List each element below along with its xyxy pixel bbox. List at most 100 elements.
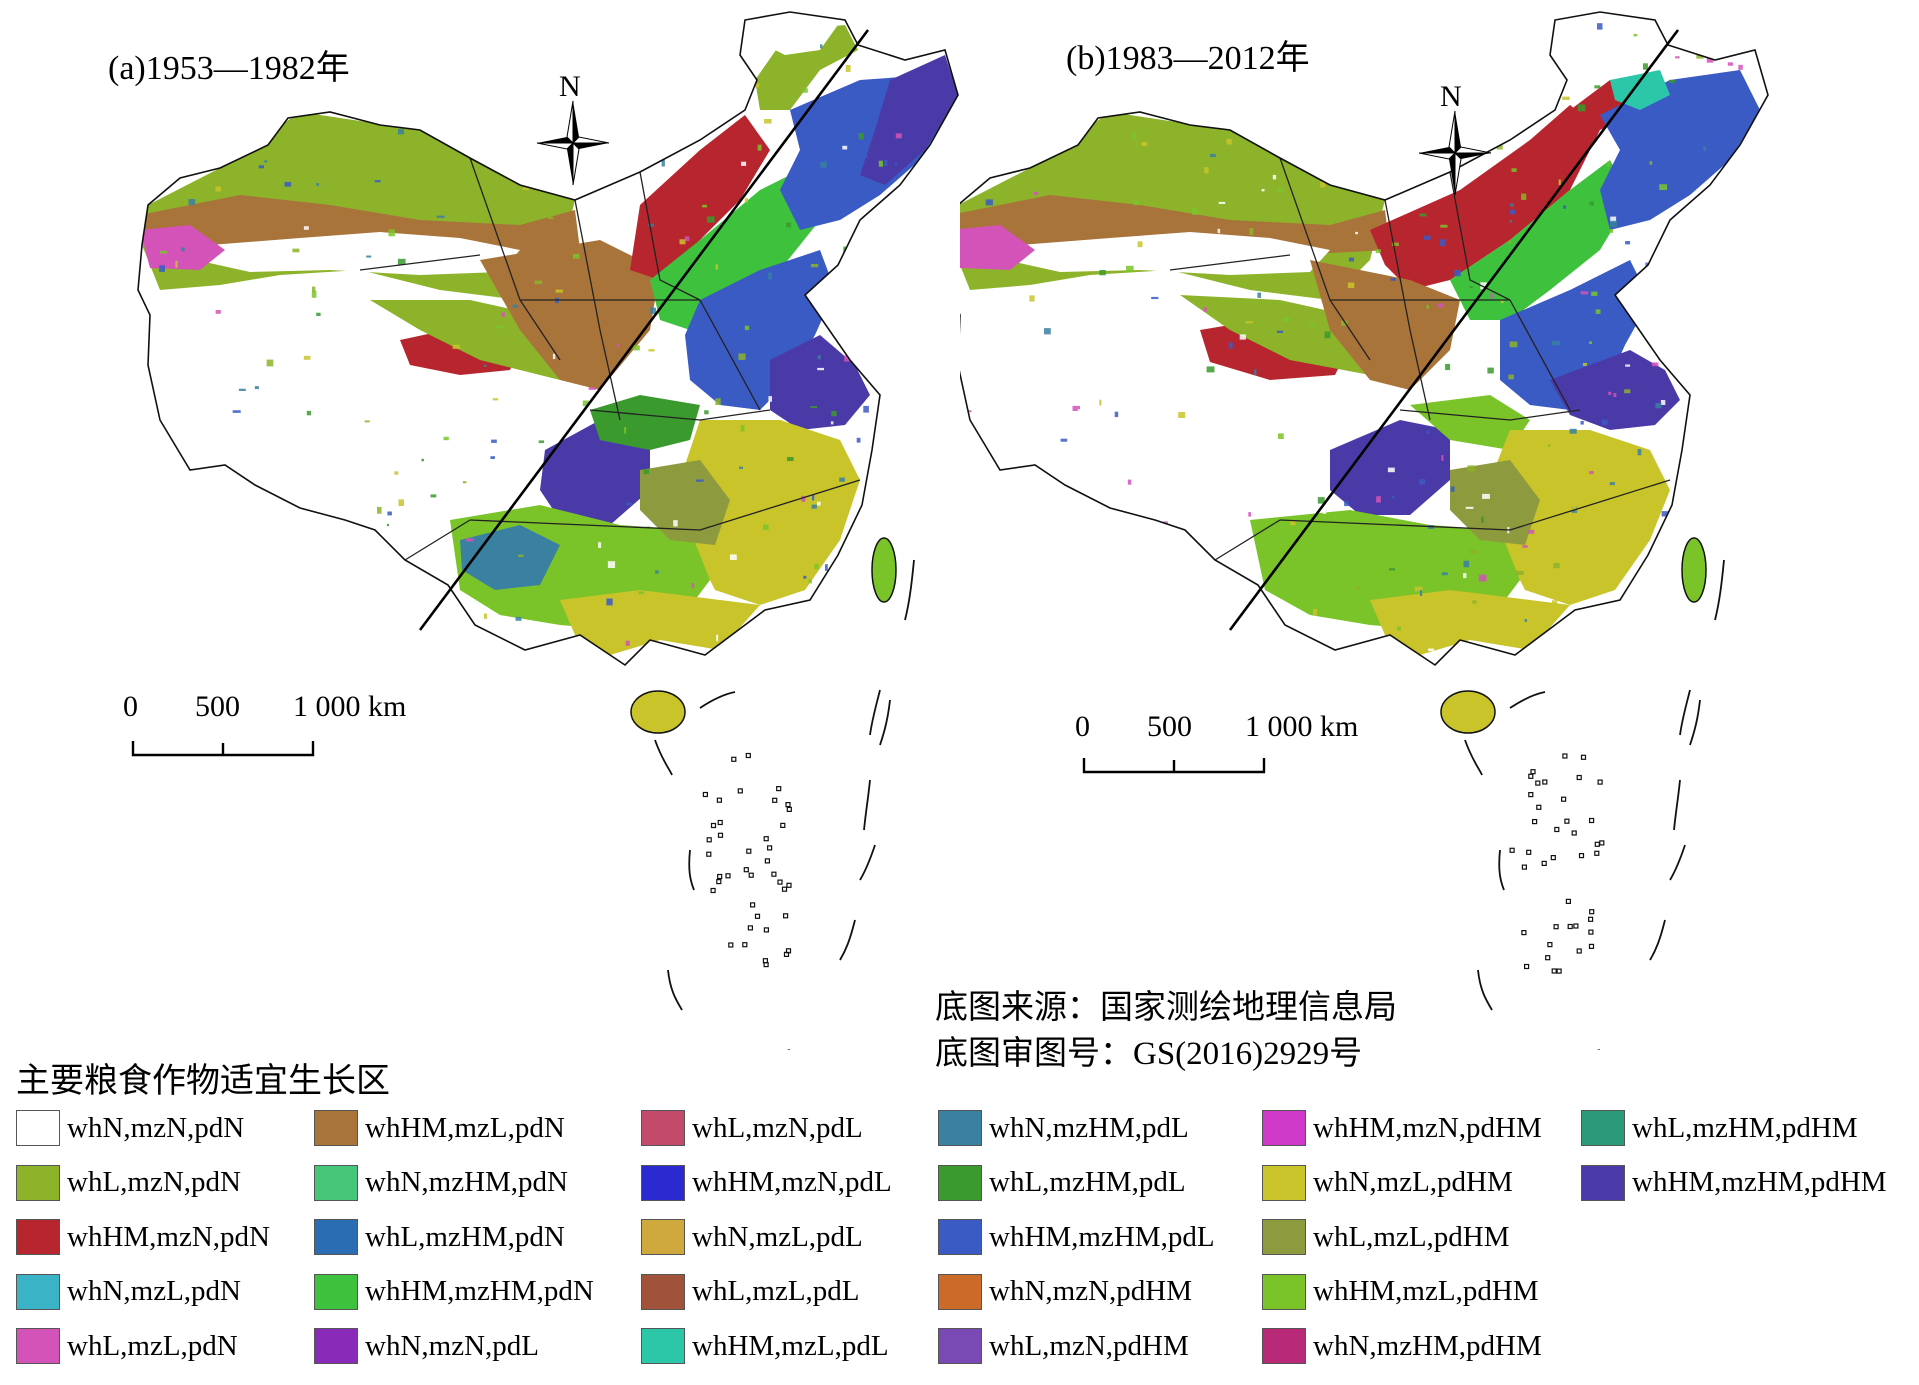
south-sea-island (1573, 923, 1579, 929)
texture-speck (1309, 323, 1315, 327)
texture-speck (1511, 168, 1517, 172)
texture-speck (181, 247, 185, 252)
texture-speck (1192, 208, 1198, 215)
scale-bar-labels: 0 500 1 000 km (123, 690, 463, 730)
south-sea-island (1541, 860, 1547, 867)
texture-speck (1099, 399, 1102, 406)
scale-tick-1000: 1 000 km (1245, 710, 1359, 743)
south-sea-island (1571, 830, 1577, 836)
zone-boundary (1279, 479, 1671, 531)
legend-swatch (314, 1110, 358, 1146)
texture-speck (643, 469, 650, 474)
texture-speck (377, 506, 382, 514)
south-sea-island (1551, 968, 1557, 974)
legend-label: whHM,mzL,pdN (365, 1111, 565, 1144)
texture-speck (863, 154, 868, 158)
texture-speck (1245, 321, 1254, 324)
texture-speck (700, 639, 706, 646)
texture-speck (1589, 201, 1594, 206)
texture-speck (1510, 203, 1514, 207)
texture-speck (625, 640, 630, 646)
texture-speck (607, 561, 616, 568)
texture-speck (1727, 463, 1736, 467)
texture-speck (739, 81, 746, 84)
texture-speck (679, 239, 686, 245)
taiwan-island (871, 537, 897, 603)
texture-speck (1390, 277, 1396, 281)
texture-speck (311, 290, 317, 298)
south-sea-dash (1679, 689, 1691, 736)
legend-label: whN,mzHM,pdN (365, 1166, 568, 1198)
texture-speck (437, 81, 442, 88)
texture-speck (316, 312, 321, 316)
south-sea-dash (1714, 559, 1725, 621)
zone-boundary (404, 519, 471, 561)
texture-speck (401, 178, 409, 182)
texture-speck (1441, 572, 1448, 576)
texture-speck (215, 186, 221, 192)
texture-speck (1594, 85, 1601, 89)
texture-speck (1424, 235, 1431, 240)
south-sea-island (716, 878, 722, 885)
suitability-region (1410, 395, 1530, 450)
texture-speck (831, 410, 837, 417)
texture-speck (1563, 205, 1567, 209)
south-sea-island (777, 879, 783, 885)
texture-speck (984, 479, 990, 482)
texture-speck (799, 162, 803, 168)
texture-speck (1724, 519, 1732, 523)
texture-speck (1391, 242, 1399, 246)
texture-speck (346, 604, 354, 610)
texture-speck (1131, 133, 1136, 139)
texture-speck (1357, 42, 1366, 48)
texture-speck (839, 477, 845, 482)
texture-speck (443, 436, 449, 441)
texture-speck (421, 458, 424, 462)
texture-speck (1041, 633, 1048, 638)
texture-speck (1029, 295, 1035, 302)
texture-speck (388, 229, 395, 237)
texture-speck (1696, 54, 1704, 59)
texture-speck (1580, 291, 1589, 295)
texture-speck (1248, 512, 1251, 517)
texture-speck (1024, 162, 1028, 167)
texture-speck (515, 616, 522, 621)
texture-speck (1439, 239, 1446, 246)
texture-speck (364, 420, 370, 423)
texture-speck (1637, 449, 1642, 456)
texture-speck (1625, 364, 1631, 367)
texture-speck (1137, 241, 1143, 248)
legend-item: whHM,mzL,pdN (314, 1108, 565, 1148)
texture-speck (860, 599, 863, 605)
texture-speck (159, 250, 168, 254)
texture-speck (614, 535, 620, 541)
texture-speck (1206, 366, 1215, 373)
texture-speck (1060, 564, 1068, 567)
texture-speck (1058, 97, 1063, 102)
texture-speck (1496, 143, 1503, 150)
texture-speck (967, 504, 971, 508)
texture-speck (683, 20, 692, 27)
texture-speck (492, 398, 499, 401)
south-sea-dash (654, 739, 673, 776)
texture-speck (176, 608, 184, 616)
legend-item: whN,mzL,pdL (641, 1217, 863, 1257)
texture-speck (817, 501, 821, 506)
texture-speck (895, 133, 902, 139)
texture-speck (912, 503, 916, 506)
legend-swatch (314, 1328, 358, 1364)
texture-speck (518, 554, 524, 557)
south-sea-island (1521, 929, 1527, 936)
texture-speck (787, 457, 794, 461)
south-sea-island (781, 886, 788, 892)
zone-boundary (1169, 254, 1291, 271)
texture-speck (1302, 351, 1306, 357)
texture-speck (1723, 28, 1732, 32)
texture-speck (971, 160, 976, 165)
suitability-region (205, 232, 520, 275)
texture-speck (1743, 450, 1752, 457)
texture-speck (538, 183, 542, 186)
south-sea-island (1545, 955, 1551, 961)
texture-speck (1151, 296, 1159, 300)
texture-speck (878, 160, 883, 167)
